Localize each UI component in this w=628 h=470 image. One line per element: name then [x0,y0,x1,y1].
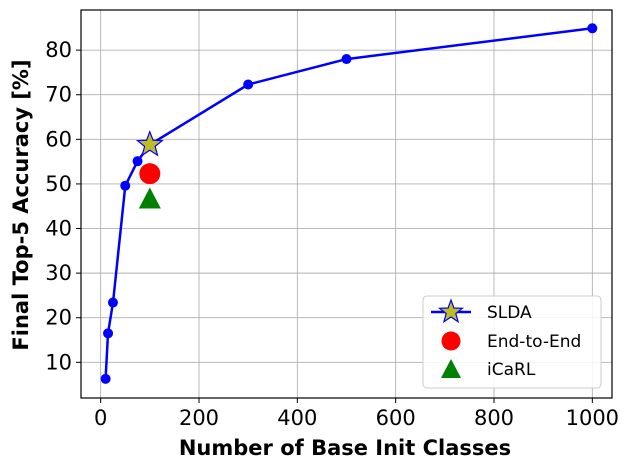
data-point [132,156,143,167]
legend-label-end-to-end: End-to-End [487,332,581,352]
legend-box [422,295,602,389]
y-tick-label: 50 [45,172,72,196]
series-slda [100,23,598,384]
x-tick-label: 1000 [566,406,619,430]
y-tick-label: 40 [45,217,72,241]
data-point [341,54,352,65]
series-layer [100,23,598,384]
x-axis-label: Number of Base Init Classes [179,436,511,460]
series-icarl [138,187,161,209]
data-point-circle [139,163,161,185]
y-tick-label: 70 [45,83,72,107]
plot-frame [80,9,613,399]
y-tick-label: 30 [45,261,72,285]
y-axis-ticks: 10 20 30 40 50 60 70 80 [45,38,81,374]
data-point [107,297,118,308]
series-end-to-end [139,163,161,185]
legend-slda-star-icon [437,298,465,324]
data-point [587,23,598,34]
y-tick-label: 60 [45,127,72,151]
legend-label-icarl: iCaRL [487,360,536,380]
x-tick-label: 600 [376,406,416,430]
x-axis-ticks: 0 200 400 600 800 1000 [94,398,619,430]
x-tick-label: 0 [94,406,107,430]
legend-end-to-end-circle-icon [441,331,461,351]
data-point-triangle [138,187,161,209]
data-point [243,79,254,90]
x-tick-label: 200 [179,406,219,430]
x-tick-label: 800 [474,406,514,430]
legend: SLDA End-to-End iCaRL [422,295,602,389]
legend-icarl-triangle-icon [441,359,461,378]
data-point [120,180,131,191]
data-point [100,373,111,384]
legend-label-slda: SLDA [487,303,532,323]
data-point [103,328,114,339]
y-tick-label: 20 [45,306,72,330]
x-tick-label: 400 [277,406,317,430]
data-point-star [135,130,164,157]
y-tick-label: 10 [45,350,72,374]
y-axis-label: Final Top-5 Accuracy [%] [9,59,33,350]
grid [81,10,612,398]
y-tick-label: 80 [45,38,72,62]
